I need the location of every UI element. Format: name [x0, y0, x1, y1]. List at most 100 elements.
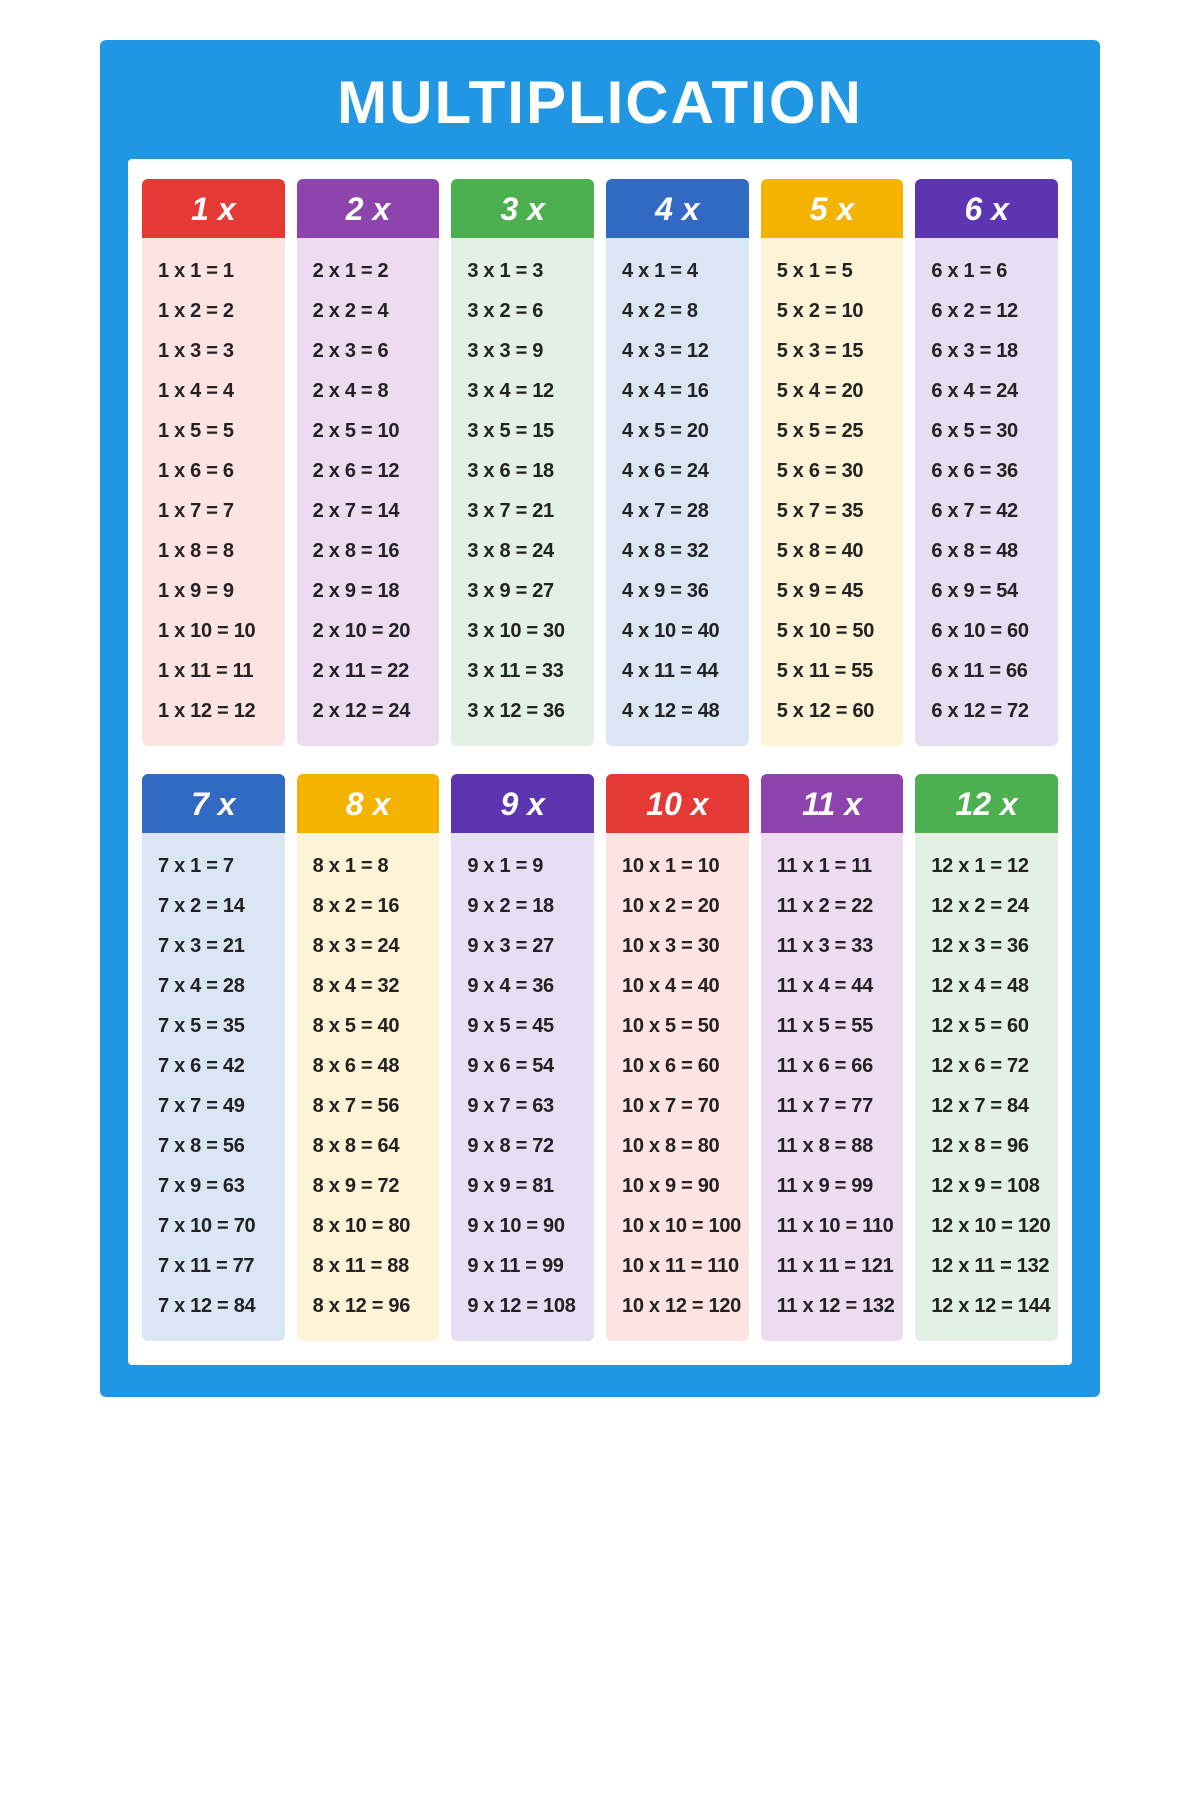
equation: 12 x 7 = 84: [923, 1087, 1050, 1125]
times-table-9: 9 x9 x 1 = 99 x 2 = 189 x 3 = 279 x 4 = …: [451, 774, 594, 1341]
equation: 12 x 12 = 144: [923, 1287, 1050, 1325]
equation: 9 x 12 = 108: [459, 1287, 586, 1325]
equation: 9 x 10 = 90: [459, 1207, 586, 1245]
equation: 2 x 1 = 2: [305, 252, 432, 290]
equation: 6 x 1 = 6: [923, 252, 1050, 290]
equation: 8 x 2 = 16: [305, 887, 432, 925]
table-header-6: 6 x: [915, 179, 1058, 238]
equation: 4 x 12 = 48: [614, 692, 741, 730]
table-header-5: 5 x: [761, 179, 904, 238]
equation: 4 x 10 = 40: [614, 612, 741, 650]
equation: 7 x 2 = 14: [150, 887, 277, 925]
table-header-9: 9 x: [451, 774, 594, 833]
times-table-12: 12 x12 x 1 = 1212 x 2 = 2412 x 3 = 3612 …: [915, 774, 1058, 1341]
equation: 10 x 5 = 50: [614, 1007, 741, 1045]
equation: 7 x 5 = 35: [150, 1007, 277, 1045]
equation: 7 x 6 = 42: [150, 1047, 277, 1085]
equation: 3 x 8 = 24: [459, 532, 586, 570]
equation: 11 x 4 = 44: [769, 967, 896, 1005]
equation: 2 x 5 = 10: [305, 412, 432, 450]
equation: 5 x 5 = 25: [769, 412, 896, 450]
table-body-2: 2 x 1 = 22 x 2 = 42 x 3 = 62 x 4 = 82 x …: [297, 238, 440, 746]
equation: 6 x 9 = 54: [923, 572, 1050, 610]
equation: 6 x 4 = 24: [923, 372, 1050, 410]
times-table-1: 1 x1 x 1 = 11 x 2 = 21 x 3 = 31 x 4 = 41…: [142, 179, 285, 746]
equation: 9 x 5 = 45: [459, 1007, 586, 1045]
tables-panel: 1 x1 x 1 = 11 x 2 = 21 x 3 = 31 x 4 = 41…: [128, 159, 1072, 1365]
equation: 9 x 2 = 18: [459, 887, 586, 925]
equation: 3 x 2 = 6: [459, 292, 586, 330]
times-table-8: 8 x8 x 1 = 88 x 2 = 168 x 3 = 248 x 4 = …: [297, 774, 440, 1341]
equation: 2 x 4 = 8: [305, 372, 432, 410]
equation: 11 x 11 = 121: [769, 1247, 896, 1285]
equation: 7 x 12 = 84: [150, 1287, 277, 1325]
equation: 11 x 12 = 132: [769, 1287, 896, 1325]
equation: 11 x 6 = 66: [769, 1047, 896, 1085]
times-table-7: 7 x7 x 1 = 77 x 2 = 147 x 3 = 217 x 4 = …: [142, 774, 285, 1341]
equation: 2 x 2 = 4: [305, 292, 432, 330]
equation: 1 x 11 = 11: [150, 652, 277, 690]
equation: 4 x 3 = 12: [614, 332, 741, 370]
equation: 1 x 10 = 10: [150, 612, 277, 650]
equation: 4 x 8 = 32: [614, 532, 741, 570]
equation: 6 x 8 = 48: [923, 532, 1050, 570]
equation: 10 x 2 = 20: [614, 887, 741, 925]
equation: 6 x 5 = 30: [923, 412, 1050, 450]
equation: 7 x 8 = 56: [150, 1127, 277, 1165]
equation: 11 x 1 = 11: [769, 847, 896, 885]
table-body-3: 3 x 1 = 33 x 2 = 63 x 3 = 93 x 4 = 123 x…: [451, 238, 594, 746]
equation: 2 x 10 = 20: [305, 612, 432, 650]
equation: 8 x 10 = 80: [305, 1207, 432, 1245]
equation: 5 x 8 = 40: [769, 532, 896, 570]
equation: 6 x 10 = 60: [923, 612, 1050, 650]
equation: 4 x 5 = 20: [614, 412, 741, 450]
equation: 12 x 8 = 96: [923, 1127, 1050, 1165]
equation: 3 x 12 = 36: [459, 692, 586, 730]
equation: 3 x 11 = 33: [459, 652, 586, 690]
table-header-8: 8 x: [297, 774, 440, 833]
equation: 10 x 4 = 40: [614, 967, 741, 1005]
equation: 4 x 9 = 36: [614, 572, 741, 610]
equation: 3 x 6 = 18: [459, 452, 586, 490]
equation: 10 x 7 = 70: [614, 1087, 741, 1125]
equation: 9 x 4 = 36: [459, 967, 586, 1005]
equation: 5 x 12 = 60: [769, 692, 896, 730]
equation: 12 x 6 = 72: [923, 1047, 1050, 1085]
table-body-12: 12 x 1 = 1212 x 2 = 2412 x 3 = 3612 x 4 …: [915, 833, 1058, 1341]
equation: 8 x 12 = 96: [305, 1287, 432, 1325]
multiplication-poster: MULTIPLICATION 1 x1 x 1 = 11 x 2 = 21 x …: [100, 40, 1100, 1397]
table-header-12: 12 x: [915, 774, 1058, 833]
equation: 5 x 6 = 30: [769, 452, 896, 490]
equation: 2 x 3 = 6: [305, 332, 432, 370]
equation: 4 x 7 = 28: [614, 492, 741, 530]
equation: 8 x 9 = 72: [305, 1167, 432, 1205]
table-header-11: 11 x: [761, 774, 904, 833]
equation: 7 x 9 = 63: [150, 1167, 277, 1205]
table-header-1: 1 x: [142, 179, 285, 238]
equation: 12 x 2 = 24: [923, 887, 1050, 925]
equation: 10 x 10 = 100: [614, 1207, 741, 1245]
equation: 10 x 9 = 90: [614, 1167, 741, 1205]
equation: 4 x 2 = 8: [614, 292, 741, 330]
equation: 8 x 6 = 48: [305, 1047, 432, 1085]
equation: 11 x 7 = 77: [769, 1087, 896, 1125]
equation: 6 x 2 = 12: [923, 292, 1050, 330]
equation: 12 x 5 = 60: [923, 1007, 1050, 1045]
equation: 2 x 11 = 22: [305, 652, 432, 690]
equation: 8 x 5 = 40: [305, 1007, 432, 1045]
equation: 5 x 4 = 20: [769, 372, 896, 410]
equation: 12 x 4 = 48: [923, 967, 1050, 1005]
equation: 1 x 3 = 3: [150, 332, 277, 370]
equation: 3 x 5 = 15: [459, 412, 586, 450]
equation: 11 x 2 = 22: [769, 887, 896, 925]
table-header-2: 2 x: [297, 179, 440, 238]
times-table-5: 5 x5 x 1 = 55 x 2 = 105 x 3 = 155 x 4 = …: [761, 179, 904, 746]
equation: 5 x 11 = 55: [769, 652, 896, 690]
equation: 8 x 11 = 88: [305, 1247, 432, 1285]
equation: 11 x 10 = 110: [769, 1207, 896, 1245]
equation: 6 x 12 = 72: [923, 692, 1050, 730]
table-header-10: 10 x: [606, 774, 749, 833]
equation: 2 x 6 = 12: [305, 452, 432, 490]
equation: 1 x 6 = 6: [150, 452, 277, 490]
equation: 10 x 6 = 60: [614, 1047, 741, 1085]
